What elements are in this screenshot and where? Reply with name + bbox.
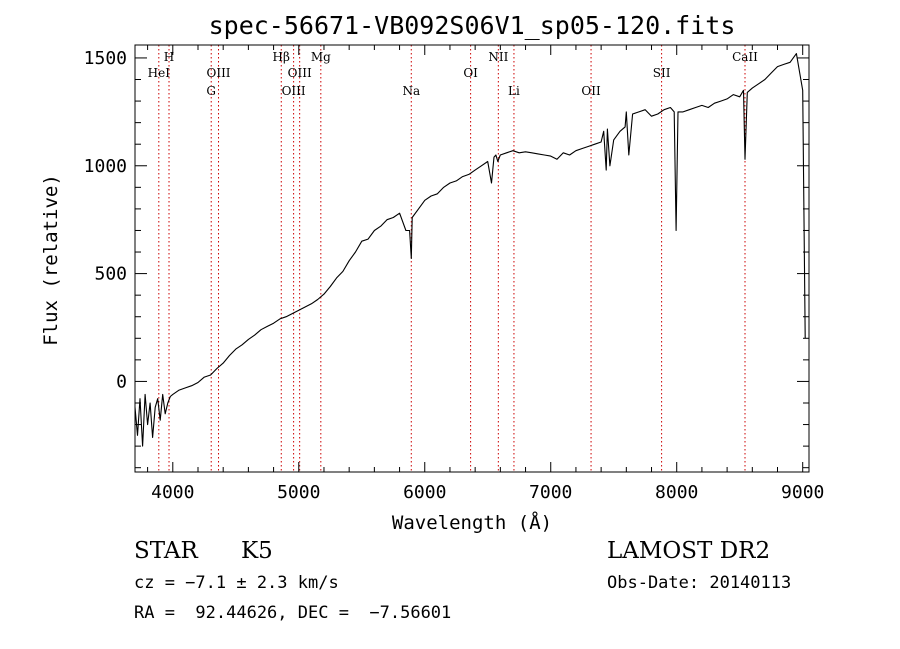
plot-axes: 4000 5000 6000 7000 8000 9000 0 500 1000 1500 xyxy=(84,44,824,503)
x-tick-label-6000: 6000 xyxy=(403,482,446,503)
line-marker-label-0: H xyxy=(164,50,174,64)
x-axis-label: Wavelength (Å) xyxy=(392,511,552,534)
x-tick-label-7000: 7000 xyxy=(529,482,572,503)
object-class: STAR xyxy=(134,538,198,564)
line-marker-label-5: OIII xyxy=(288,66,312,80)
line-marker-label-10: NII xyxy=(488,50,508,64)
spectrum-series xyxy=(134,53,806,447)
line-marker-label-4: Hβ xyxy=(273,50,290,64)
x-tick-label-5000: 5000 xyxy=(277,482,320,503)
line-marker-label-6: OIII xyxy=(282,84,306,98)
plot-frame xyxy=(134,44,810,473)
line-marker-label-9: OI xyxy=(463,66,478,80)
line-marker-label-11: Li xyxy=(508,84,520,98)
y-tick-label-1000: 1000 xyxy=(84,156,127,177)
x-tick-label-8000: 8000 xyxy=(655,482,698,503)
y-tick-label-0: 0 xyxy=(116,371,127,392)
observation-date: Obs-Date: 20140113 xyxy=(607,573,792,593)
line-marker-label-7: Mg xyxy=(311,50,331,64)
chart-title: spec-56671-VB092S06V1_sp05-120.fits xyxy=(209,11,736,40)
survey-name: LAMOST DR2 xyxy=(607,538,771,564)
x-tick-label-9000: 9000 xyxy=(781,482,824,503)
spectrum-line-0 xyxy=(134,53,806,447)
sky-coordinates: RA = 92.44626, DEC = −7.56601 xyxy=(134,603,452,623)
y-tick-label-1500: 1500 xyxy=(84,48,127,69)
line-marker-label-1: HeI xyxy=(148,66,171,80)
y-axis-label: Flux (relative) xyxy=(40,174,62,346)
x-tick-label-4000: 4000 xyxy=(151,482,194,503)
line-marker-label-3: G xyxy=(206,84,216,98)
line-marker-label-14: CaII xyxy=(732,50,758,64)
object-subclass: K5 xyxy=(241,538,273,564)
line-marker-label-8: Na xyxy=(402,84,420,98)
redshift-value: cz = −7.1 ± 2.3 km/s xyxy=(134,573,339,593)
y-tick-label-500: 500 xyxy=(94,264,127,285)
line-marker-label-13: SII xyxy=(653,66,671,80)
line-marker-label-12: OII xyxy=(581,84,601,98)
line-marker-label-2: OIII xyxy=(206,66,230,80)
